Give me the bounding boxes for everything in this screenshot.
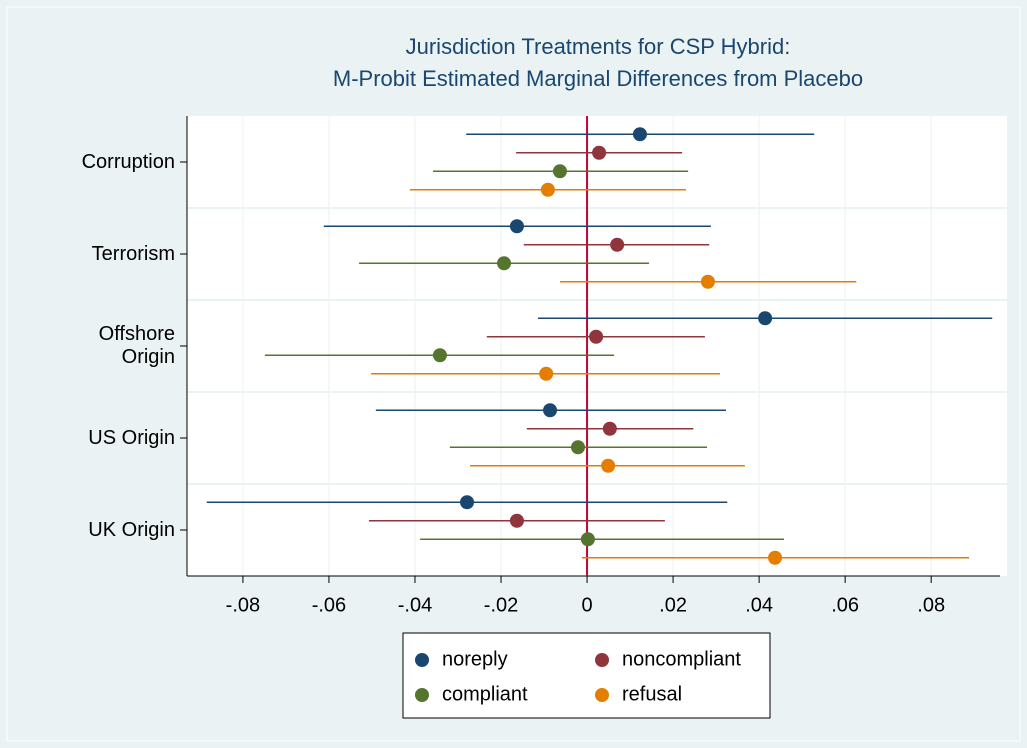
legend-label: noreply — [442, 648, 508, 670]
legend-box — [402, 632, 771, 719]
point — [602, 421, 617, 436]
x-tick-label: .08 — [917, 594, 945, 616]
point — [540, 182, 555, 197]
x-tick-label: .02 — [659, 594, 687, 616]
x-tick-label: -.08 — [226, 594, 260, 616]
x-tick-label: .04 — [745, 594, 773, 616]
point — [543, 403, 558, 418]
point — [580, 532, 595, 547]
legend-label: refusal — [622, 683, 682, 705]
legend-label: noncompliant — [622, 648, 741, 670]
legend-label: compliant — [442, 683, 528, 705]
y-tick-label: UK Origin — [88, 518, 175, 541]
x-tick-label: .06 — [831, 594, 859, 616]
x-tick-label: -.02 — [484, 594, 518, 616]
x-tick-label: -.04 — [398, 594, 432, 616]
point — [768, 550, 783, 565]
point — [460, 495, 475, 510]
point — [700, 274, 715, 289]
point — [632, 127, 647, 142]
chart-subtitle: M-Probit Estimated Marginal Differences … — [333, 66, 863, 91]
point — [758, 311, 773, 326]
point — [509, 513, 524, 528]
chart-title: Jurisdiction Treatments for CSP Hybrid: — [406, 34, 791, 59]
point — [571, 440, 586, 455]
y-tick-label: Offshore Origin — [98, 323, 175, 368]
point — [509, 219, 524, 234]
point — [552, 164, 567, 179]
point — [432, 348, 447, 363]
point — [589, 329, 604, 344]
point — [610, 237, 625, 252]
legend-marker — [415, 653, 429, 667]
point — [539, 366, 554, 381]
x-tick-label: 0 — [581, 594, 592, 616]
x-tick-label: -.06 — [312, 594, 346, 616]
legend-marker — [595, 688, 609, 702]
y-tick-label: Corruption — [81, 150, 175, 173]
plot-area — [187, 116, 1007, 576]
legend-marker — [415, 688, 429, 702]
point — [592, 145, 607, 160]
legend-marker — [595, 653, 609, 667]
y-tick-label: US Origin — [88, 426, 175, 449]
point — [497, 256, 512, 271]
point — [601, 458, 616, 473]
y-tick-label: Terrorism — [91, 242, 175, 265]
